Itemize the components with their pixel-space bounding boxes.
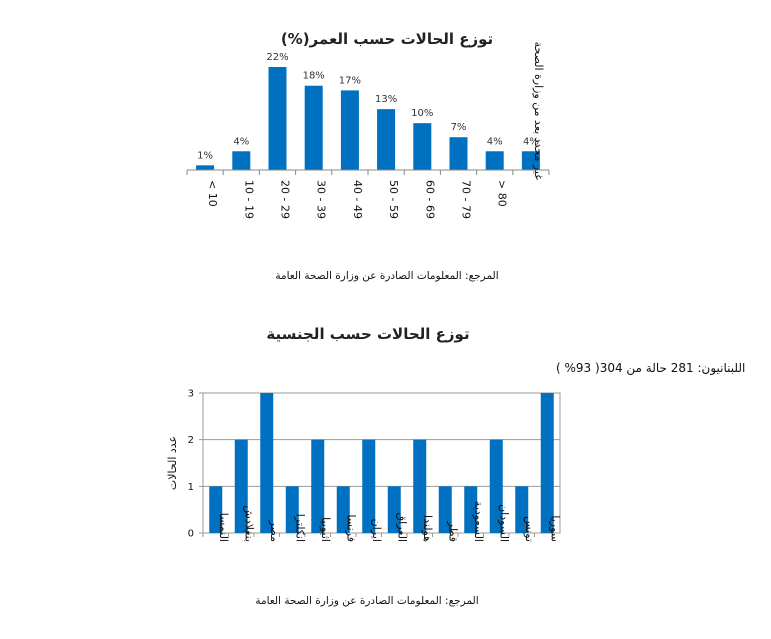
age-bar-value-label: 4% xyxy=(487,136,503,147)
age-category-label: 30 - 39 xyxy=(315,180,328,219)
age-category-label: 20 - 29 xyxy=(279,180,292,219)
nationality-category-label: سوريا xyxy=(548,515,561,542)
age-bar xyxy=(340,90,359,170)
nationality-bar xyxy=(362,439,376,533)
age-category-label: < 10 xyxy=(206,180,219,207)
nationality-category-label: السودان xyxy=(497,504,510,542)
age-bar-value-label: 10% xyxy=(411,108,433,119)
age-bar xyxy=(377,109,396,170)
nationality-y-tick-label: 1 xyxy=(188,482,194,493)
age-bar-value-label: 1% xyxy=(197,150,213,161)
nationality-y-tick-label: 0 xyxy=(188,529,194,540)
age-bar-value-label: 22% xyxy=(266,52,288,63)
age-bar xyxy=(485,151,504,170)
age-bar-value-label: 7% xyxy=(451,122,467,133)
age-bar-value-label: 18% xyxy=(303,71,325,82)
nationality-bar xyxy=(540,393,554,533)
age-bar xyxy=(232,151,251,170)
nationality-chart: توزع الحالات حسب الجنسية اللبنانيون: 281… xyxy=(166,325,745,607)
age-bar-value-label: 4% xyxy=(523,136,539,147)
age-category-label: 70 - 79 xyxy=(460,180,473,219)
nationality-chart-y-axis-label: عدد الحالات xyxy=(166,436,179,490)
nationality-bar xyxy=(311,439,325,533)
age-chart-source: المرجع: المعلومات الصادرة عن وزارة الصحة… xyxy=(275,270,498,282)
nationality-category-label: اثيوبيا xyxy=(319,517,332,542)
age-bar xyxy=(413,123,432,170)
age-bar-value-label: 17% xyxy=(339,75,361,86)
nationality-bar xyxy=(209,486,223,533)
nationality-bar xyxy=(234,439,248,533)
age-bar xyxy=(304,85,323,170)
nationality-category-label: ايران xyxy=(370,519,383,542)
age-category-label: 40 - 49 xyxy=(351,180,364,219)
nationality-y-tick-label: 3 xyxy=(188,389,194,400)
age-bar xyxy=(521,151,540,170)
age-category-label: 50 - 59 xyxy=(387,180,400,219)
nationality-chart-source: المرجع: المعلومات الصادرة عن وزارة الصحة… xyxy=(255,595,478,607)
age-category-label: غير محدد بعد من وزارة الصحة xyxy=(532,42,545,181)
nationality-category-label: النمسا xyxy=(217,513,230,542)
age-bar xyxy=(268,67,287,170)
nationality-bar xyxy=(285,486,299,533)
age-bar xyxy=(196,165,215,170)
nationality-chart-title: توزع الحالات حسب الجنسية xyxy=(266,325,469,343)
nationality-bar xyxy=(260,393,274,533)
age-chart: توزع الحالات حسب العمر(%) 1% 4% 22% 18% 17% 1… xyxy=(186,30,550,282)
age-category-label: > 80 xyxy=(496,180,509,207)
nationality-category-label: قطر xyxy=(446,521,459,542)
nationality-category-label: انكلترا xyxy=(293,514,306,542)
nationality-category-label: فرنسا xyxy=(344,514,357,542)
nationality-y-tick-label: 2 xyxy=(188,435,194,446)
nationality-bar xyxy=(438,486,452,533)
nationality-bar xyxy=(464,486,478,533)
nationality-category-label: بنغلادش xyxy=(242,505,255,542)
age-bar-value-label: 4% xyxy=(233,136,249,147)
nationality-chart-subtitle: اللبنانيون: 281 حالة من 304( 93% ) xyxy=(556,361,745,376)
age-category-label: 60 - 69 xyxy=(423,180,436,219)
age-bar xyxy=(449,137,468,170)
age-chart-title: توزع الحالات حسب العمر(%) xyxy=(281,30,493,48)
nationality-category-label: العراق xyxy=(395,513,408,542)
age-bar-value-label: 13% xyxy=(375,94,397,105)
nationality-bar xyxy=(489,439,503,533)
nationality-category-label: مصر xyxy=(268,519,281,542)
age-category-label: 10 - 19 xyxy=(242,180,255,219)
nationality-category-label: السعودية xyxy=(472,501,485,542)
nationality-bar xyxy=(515,486,529,533)
nationality-bar xyxy=(413,439,427,533)
nationality-category-label: هولندا xyxy=(421,515,434,542)
nationality-category-label: تونس xyxy=(523,516,536,542)
nationality-bar xyxy=(387,486,401,533)
nationality-bar xyxy=(336,486,350,533)
